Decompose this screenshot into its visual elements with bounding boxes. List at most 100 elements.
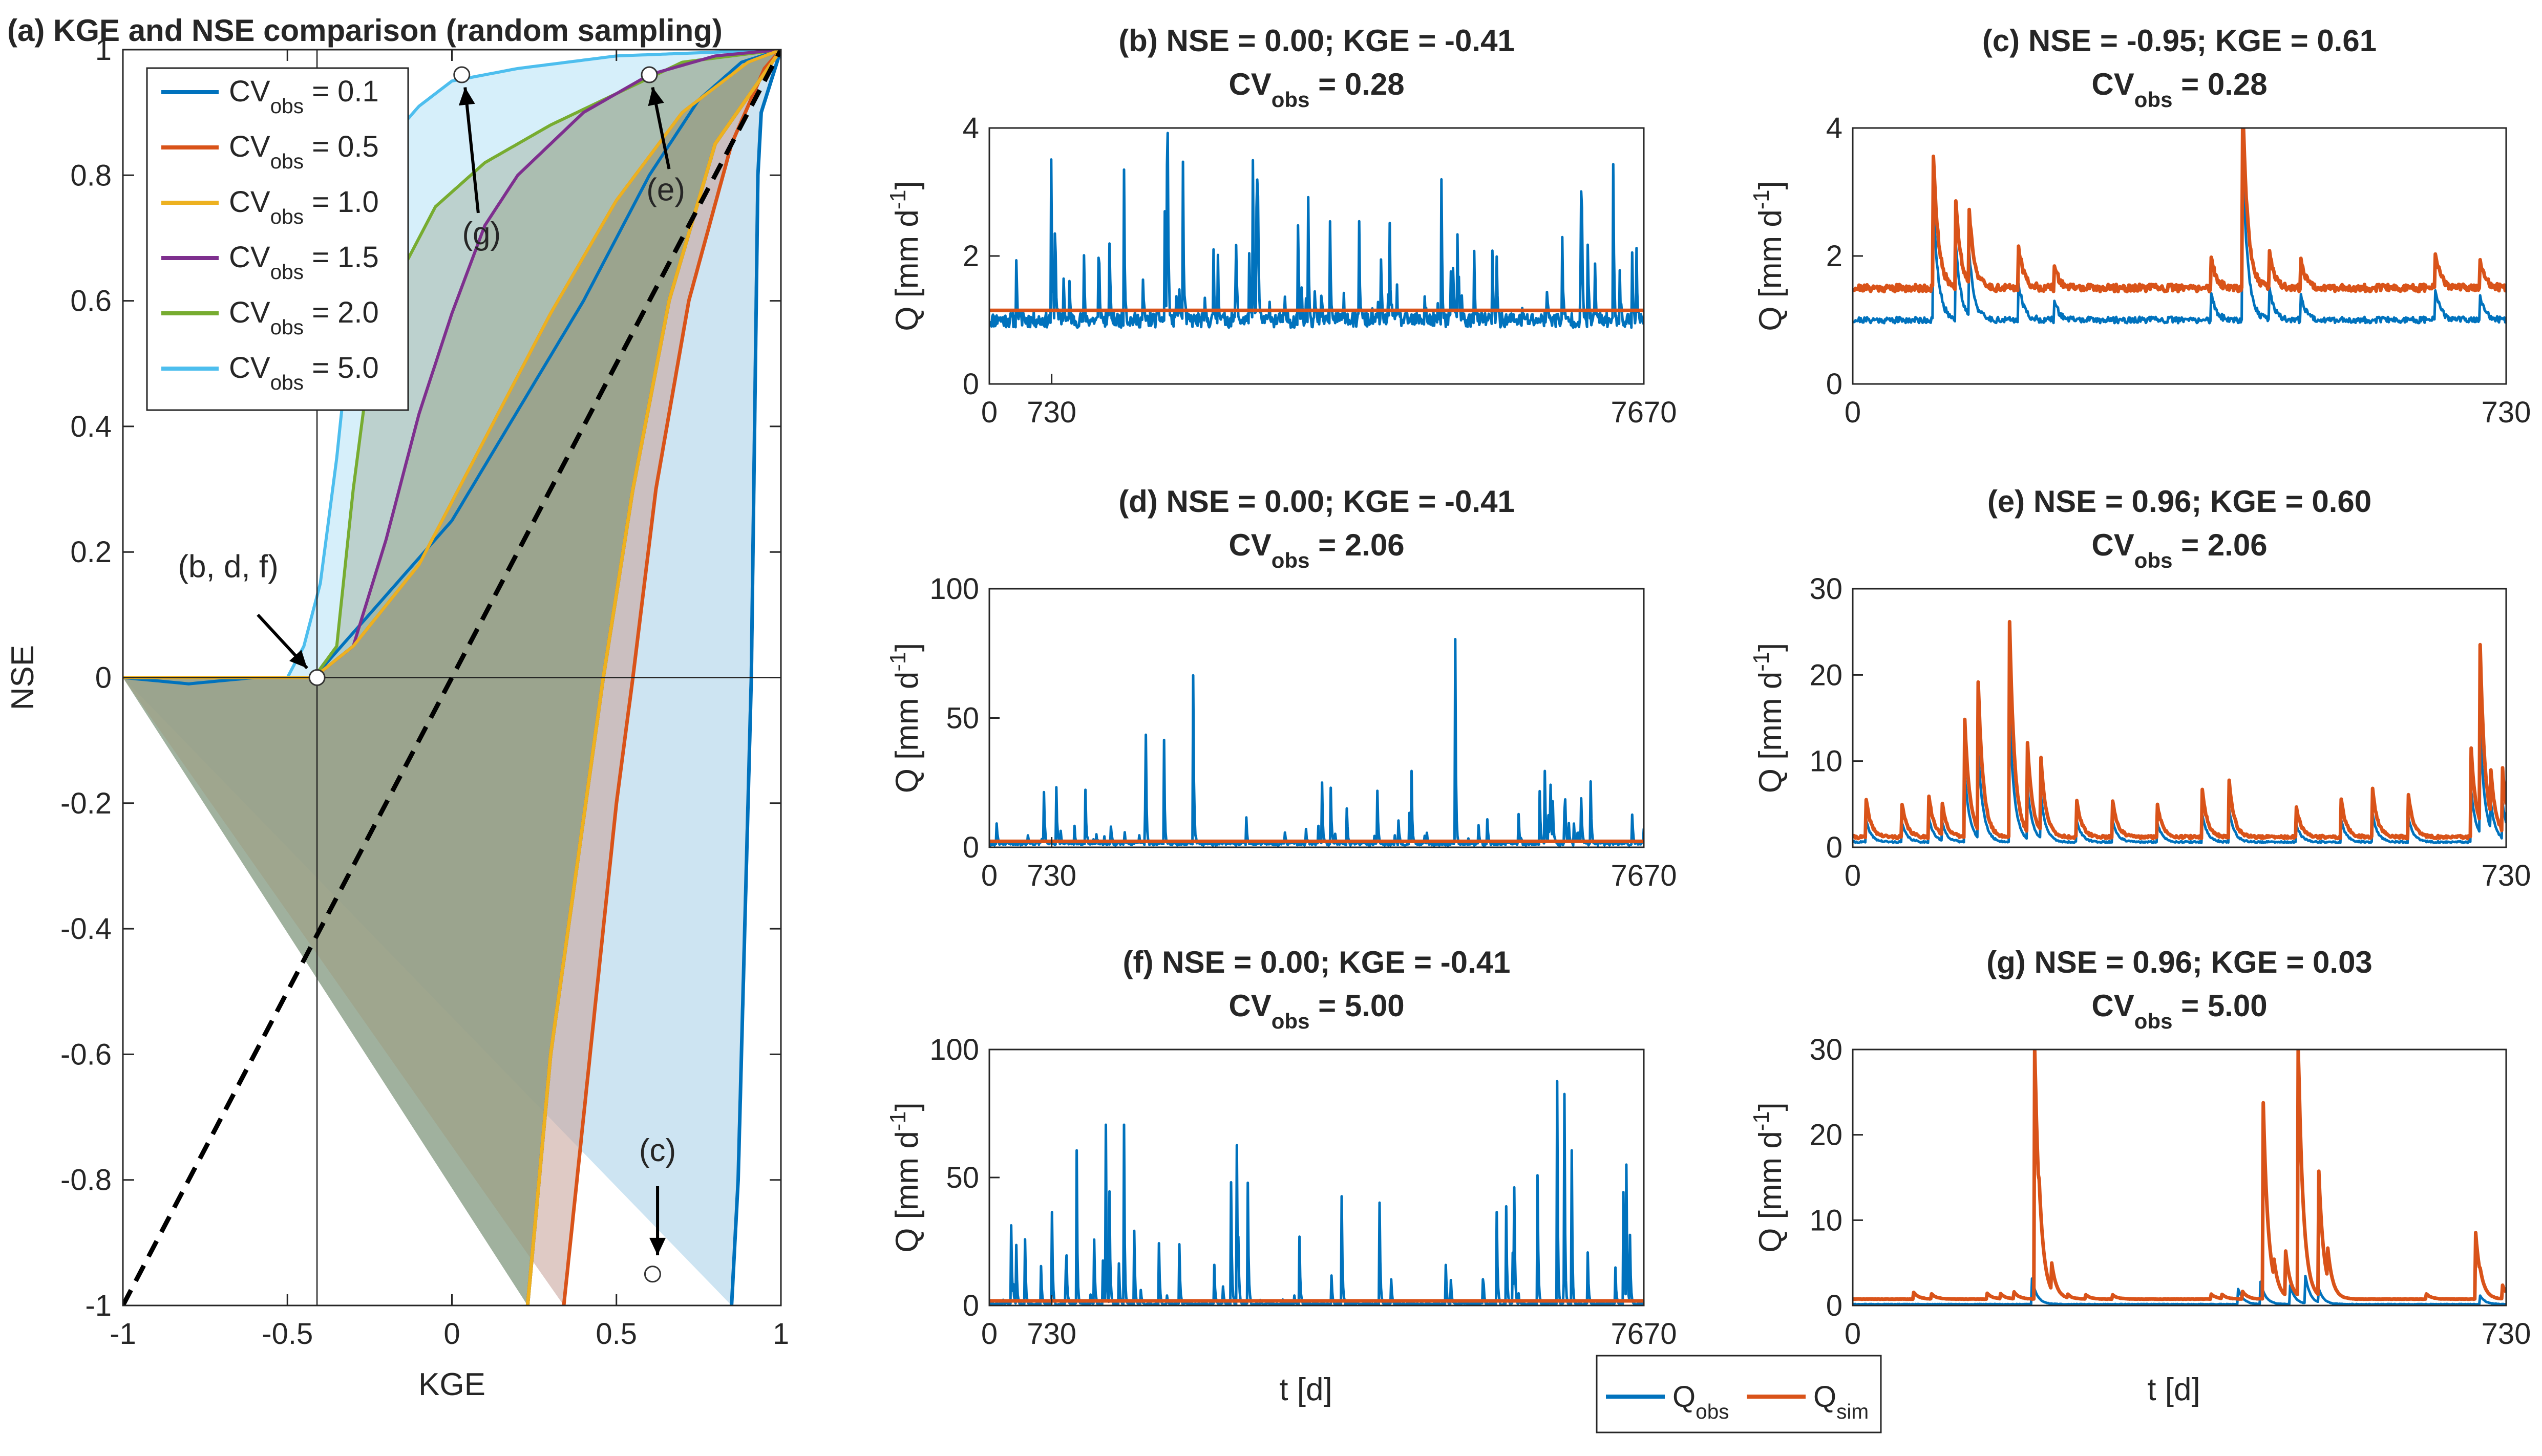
- panel-e-axes-box: [1852, 588, 2507, 848]
- panel-f-title-line2: CVobs = 5.00: [1228, 989, 1404, 1033]
- series-line-q-sim: [1853, 1050, 2506, 1301]
- panel-d-title-line1: (d) NSE = 0.00; KGE = -0.41: [1118, 484, 1515, 519]
- panel-b-title-line2: CVobs = 0.28: [1228, 67, 1404, 112]
- annotation-arrow: [463, 87, 480, 213]
- x-tick-label: 730: [1027, 396, 1076, 429]
- legend-entry: CVobs = 1.0: [229, 185, 379, 228]
- x-tick-label: 0: [1845, 859, 1861, 892]
- series-line-q-sim: [1853, 619, 2506, 841]
- y-tick-label: 20: [1809, 1119, 1842, 1152]
- annotation-marker: [308, 669, 326, 686]
- y-tick-label: 0: [963, 368, 979, 401]
- bottom-legend-box: [1596, 1355, 1882, 1433]
- y-tick-label: 0.4: [70, 410, 112, 443]
- panel-d-plot-area: [989, 638, 1644, 847]
- series-line-q-sim: [1853, 128, 2506, 294]
- panel-d-timeseries: 0 730 7670 0 50 100 (d) NSE = 0.00; KGE = -0.4…: [886, 484, 1677, 892]
- y-tick-label: 10: [1809, 745, 1842, 778]
- one-to-one-dashed-line: [123, 50, 781, 1305]
- y-tick-label: 0: [963, 831, 979, 864]
- panel-g-title-line2: CVobs = 5.00: [2091, 989, 2267, 1033]
- panel-f-timeseries: 0 730 7670 0 50 100 (f) NSE = 0.00; KGE = -0.4…: [886, 945, 1677, 1351]
- y-tick-label: -1: [85, 1289, 112, 1322]
- panel-a-legend: CVobs = 0.1 CVobs = 0.5 CVobs = 1.0 CVobs =…: [146, 67, 409, 411]
- annotation-label: (b, d, f): [178, 549, 278, 584]
- panel-g-axes-box: [1852, 1048, 2507, 1307]
- annotation-arrowhead: [289, 650, 307, 669]
- bottom-legend: Qobs Qsim: [1596, 1355, 1882, 1433]
- annotation-marker: [641, 66, 658, 83]
- panel-b-y-axis-label: Q [mm d-1]: [886, 181, 925, 331]
- y-tick-label: 2: [1826, 240, 1842, 273]
- x-tick-label: 730: [1027, 1317, 1076, 1351]
- series-line-q-obs: [989, 638, 1644, 847]
- series-line-q-obs: [989, 132, 1644, 329]
- y-tick-label: 0: [1826, 368, 1842, 401]
- y-tick-label: 50: [946, 1161, 979, 1194]
- y-tick-label: 0: [1826, 831, 1842, 864]
- panel-c-timeseries: 0 730 0 2 4 (c) NSE = -0.95; KGE = 0.61 CVobs …: [1749, 24, 2531, 429]
- y-tick-label: -0.8: [60, 1164, 112, 1197]
- y-tick-label: 20: [1809, 658, 1842, 692]
- y-tick-label: 0.6: [70, 285, 112, 318]
- panel-g-title-line1: (g) NSE = 0.96; KGE = 0.03: [1986, 945, 2372, 979]
- y-tick-label: -0.2: [60, 787, 112, 820]
- x-axis-label: KGE: [418, 1367, 485, 1402]
- y-tick-label: -0.4: [60, 912, 112, 946]
- annotation-label: (e): [646, 172, 685, 207]
- panel-g-timeseries: 0 730 0 10 20 30 (g) NSE = 0.96; KGE = 0.03 CVo…: [1749, 945, 2531, 1351]
- annotation-marker: [453, 66, 471, 83]
- panel-g-y-axis-label: Q [mm d-1]: [1749, 1102, 1788, 1253]
- panel-a-kge-nse: -1 -0.5 0 0.5 1 -1 -0.8 -0.6 -0.4 -0.2 0 0.2 0.4 0.6 0…: [5, 13, 789, 1402]
- annotation-label: (c): [639, 1133, 676, 1168]
- series-line-q-obs: [989, 1080, 1644, 1305]
- x-tick-label: 730: [2482, 396, 2531, 429]
- legend-entry: CVobs = 2.0: [229, 296, 379, 339]
- y-axis-label: NSE: [5, 645, 40, 710]
- annotation-marker: [644, 1266, 661, 1283]
- legend-box: [146, 67, 409, 411]
- y-tick-label: 4: [1826, 112, 1842, 145]
- bottom-legend-entry: Qsim: [1813, 1380, 1869, 1423]
- x-tick-label: -1: [110, 1317, 136, 1351]
- panel-b-title-line1: (b) NSE = 0.00; KGE = -0.41: [1118, 24, 1515, 58]
- upper-curve-cv-0: [123, 50, 781, 686]
- y-tick-label: 0: [1826, 1289, 1842, 1322]
- x-axis-label-left: t [d]: [1279, 1372, 1332, 1407]
- y-tick-label: 0: [95, 661, 112, 695]
- panel-e-timeseries: 0 730 0 10 20 30 (e) NSE = 0.96; KGE = 0.60 CVo…: [1749, 484, 2531, 892]
- annotation-arrowhead: [458, 87, 475, 106]
- panel-d-title-line2: CVobs = 2.06: [1228, 528, 1404, 572]
- annotation-arrowhead: [648, 87, 664, 106]
- x-tick-label: 730: [2482, 859, 2531, 892]
- panel-a-plot-area: [123, 50, 781, 1305]
- y-tick-label: 10: [1809, 1204, 1842, 1237]
- panel-d-y-axis-label: Q [mm d-1]: [886, 643, 925, 794]
- y-tick-label: 1: [95, 33, 112, 67]
- y-tick-label: 0: [963, 1289, 979, 1322]
- panel-f-axes-box: [988, 1048, 1645, 1307]
- x-tick-label: 0: [981, 396, 998, 429]
- y-tick-label: 30: [1809, 572, 1842, 606]
- bottom-legend-entry: Qobs: [1672, 1380, 1729, 1423]
- x-tick-label: 0: [1845, 396, 1861, 429]
- x-tick-label: 0: [1845, 1317, 1861, 1351]
- panel-c-y-axis-label: Q [mm d-1]: [1749, 181, 1788, 331]
- y-tick-label: 100: [929, 1033, 979, 1066]
- panel-a-title: (a) KGE and NSE comparison (random sampl…: [7, 13, 723, 48]
- x-axis-label-right: t [d]: [2147, 1372, 2200, 1407]
- panel-f-y-axis-label: Q [mm d-1]: [886, 1102, 925, 1253]
- panel-c-title-line1: (c) NSE = -0.95; KGE = 0.61: [1982, 24, 2377, 58]
- legend-entry: CVobs = 5.0: [229, 351, 379, 394]
- annotation-label: (g): [462, 216, 501, 251]
- panel-c-axes-box: [1852, 127, 2507, 385]
- panel-c-title-line2: CVobs = 0.28: [2091, 67, 2267, 112]
- panel-b-axes-box: [988, 127, 1645, 385]
- y-tick-label: 100: [929, 572, 979, 606]
- y-tick-label: 2: [963, 240, 979, 273]
- legend-entry: CVobs = 1.5: [229, 241, 379, 284]
- y-tick-label: 0.2: [70, 536, 112, 569]
- y-tick-label: 30: [1809, 1033, 1842, 1066]
- panel-e-title-line1: (e) NSE = 0.96; KGE = 0.60: [1987, 484, 2371, 519]
